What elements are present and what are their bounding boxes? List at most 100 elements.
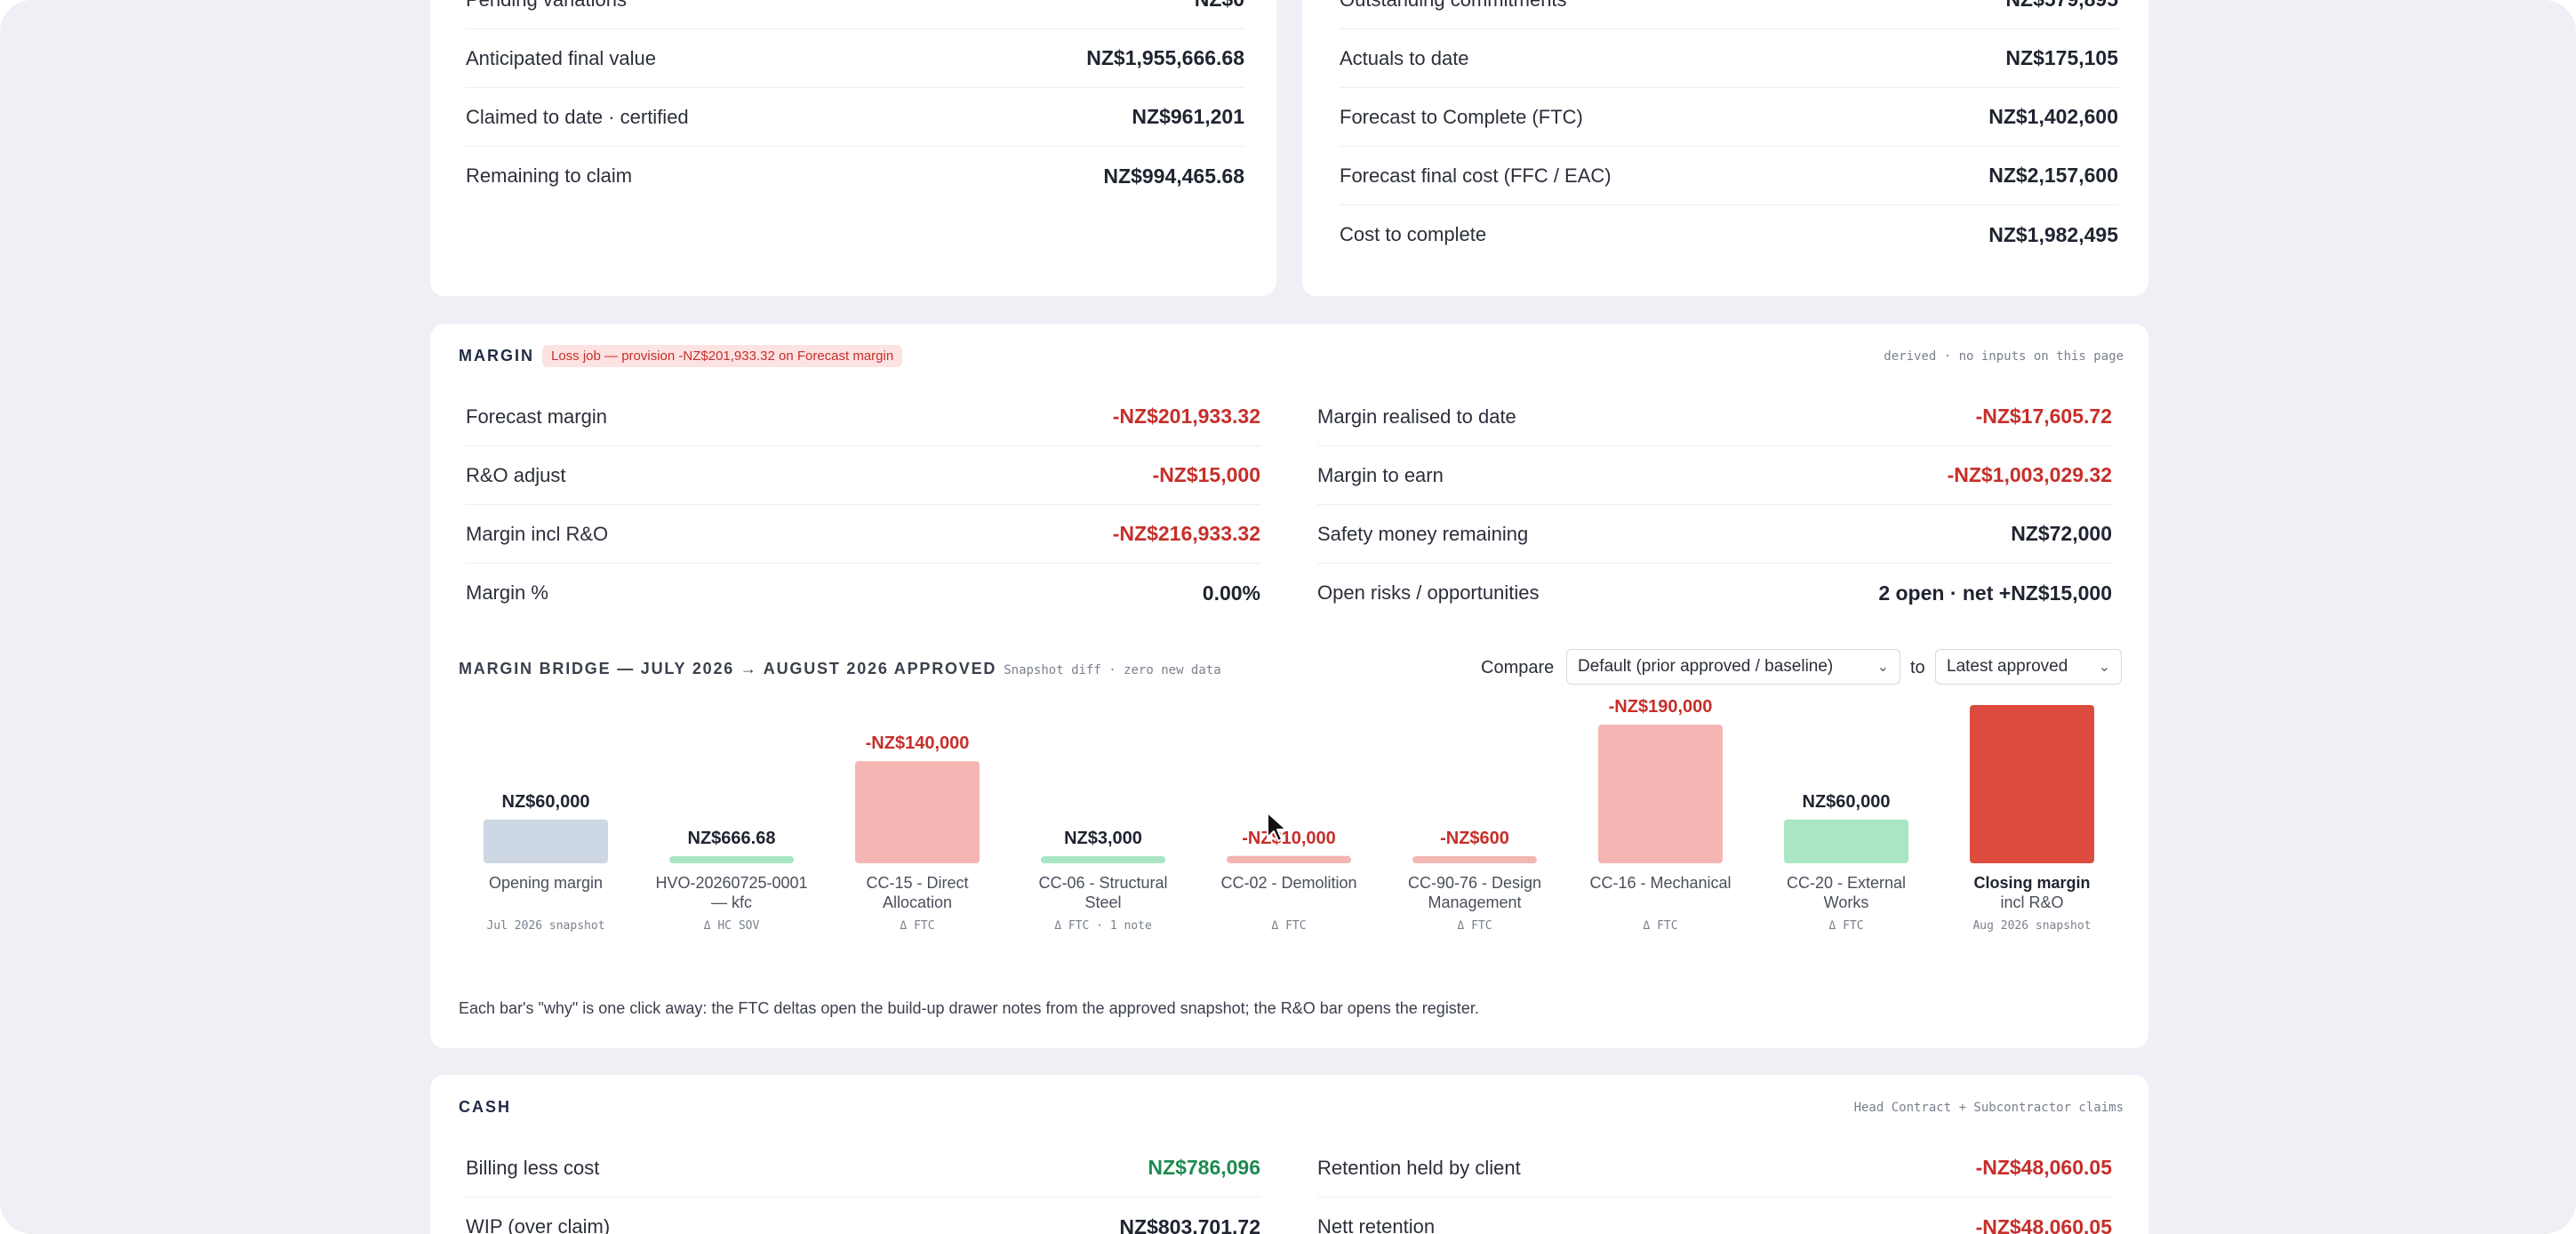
mouse-cursor-icon <box>1267 812 1287 842</box>
bar-category-label: CC-15 - Direct <box>866 874 968 892</box>
margin-card: MARGIN Loss job — provision -NZ$201,933.… <box>430 324 2148 1048</box>
bridge-bar[interactable] <box>1598 725 1723 863</box>
bar-category-label: CC-16 - Mechanical <box>1589 874 1731 892</box>
margin-section-title: MARGIN <box>459 347 534 365</box>
kv-label: Margin % <box>466 581 548 604</box>
chevron-down-icon: ⌄ <box>2098 660 2110 675</box>
kv-row: Outstanding commitments NZ$579,895 <box>1340 0 2118 29</box>
bridge-bar[interactable] <box>1412 856 1537 863</box>
bridge-bar[interactable] <box>1970 705 2094 863</box>
kv-row: Pending variations NZ$0 <box>466 0 1244 29</box>
kv-label: Claimed to date · certified <box>466 105 689 128</box>
kv-value: -NZ$15,000 <box>1152 463 1260 486</box>
kv-value: NZ$72,000 <box>2011 522 2112 545</box>
kv-label: Outstanding commitments <box>1340 0 1567 12</box>
bar-value-label: NZ$60,000 <box>502 792 590 812</box>
bar-sub-label: Δ FTC <box>1457 919 1492 933</box>
kv-label: Cost to complete <box>1340 223 1487 245</box>
kv-value: -NZ$216,933.32 <box>1112 522 1260 545</box>
kv-value: 2 open · net +NZ$15,000 <box>1878 581 2112 605</box>
kv-label: Billing less cost <box>466 1156 600 1179</box>
bar-category-label: Steel <box>1084 893 1121 911</box>
kv-row: Forecast final cost (FFC / EAC) NZ$2,157… <box>1340 147 2118 205</box>
cash-section-title: CASH <box>459 1098 512 1116</box>
kv-label: Open risks / opportunities <box>1317 581 1540 604</box>
kv-value: -NZ$48,060.05 <box>1975 1156 2112 1179</box>
kv-row: Margin to earn -NZ$1,003,029.32 <box>1317 446 2112 505</box>
kv-value: NZ$994,465.68 <box>1103 164 1244 188</box>
bridge-bar[interactable] <box>1227 855 1351 863</box>
bar-sub-label: Δ HC SOV <box>704 919 760 933</box>
kv-row: Margin incl R&O -NZ$216,933.32 <box>466 505 1260 564</box>
kv-label: WIP (over claim) <box>466 1215 611 1234</box>
bridge-bar[interactable] <box>1784 819 1908 863</box>
bar-category-label: Closing margin <box>1973 874 2090 892</box>
bar-category-label: Opening margin <box>489 874 603 892</box>
kv-label: Forecast final cost (FFC / EAC) <box>1340 164 1612 187</box>
kv-value: -NZ$201,933.32 <box>1112 405 1260 428</box>
bar-category-label: Allocation <box>883 893 952 911</box>
kv-label: Margin to earn <box>1317 463 1444 486</box>
chevron-down-icon: ⌄ <box>1876 660 1889 675</box>
kv-row: WIP (over claim) NZ$803,701.72 <box>466 1198 1260 1234</box>
kv-row: Nett retention -NZ$48,060.05 <box>1317 1198 2112 1234</box>
bridge-bar[interactable] <box>484 819 608 863</box>
kv-label: Forecast margin <box>466 405 607 428</box>
bridge-bar[interactable] <box>669 856 794 863</box>
kv-value: NZ$803,701.72 <box>1119 1214 1260 1234</box>
bar-category-label: — kfc <box>711 893 752 911</box>
kv-row: Forecast to Complete (FTC) NZ$1,402,600 <box>1340 88 2118 147</box>
compare-label: Compare <box>1481 658 1555 677</box>
kv-row: Remaining to claim NZ$994,465.68 <box>466 147 1244 205</box>
kv-value: 0.00% <box>1202 581 1260 605</box>
bar-sub-label: Δ FTC <box>1643 919 1677 933</box>
margin-bridge-chart: NZ$60,000 Opening margin Jul 2026 snapshot… <box>484 697 2094 933</box>
bridge-subtitle: Snapshot diff · zero new data <box>1004 663 1221 677</box>
kv-label: Anticipated final value <box>466 46 657 69</box>
bar-category-label: HVO-20260725-0001 <box>655 874 807 892</box>
bar-sub-label: Δ FTC <box>1828 919 1863 933</box>
kv-value: -NZ$1,003,029.32 <box>1947 463 2112 486</box>
bridge-bar[interactable] <box>855 761 980 863</box>
kv-row: Safety money remaining NZ$72,000 <box>1317 505 2112 564</box>
bridge-footnote: Each bar's "why" is one click away: the … <box>459 999 1479 1017</box>
bar-value-label: NZ$60,000 <box>1803 792 1891 812</box>
kv-label: Margin incl R&O <box>466 522 609 545</box>
kv-value: NZ$0 <box>1195 0 1244 12</box>
bridge-title: MARGIN BRIDGE — JULY 2026 → AUGUST 2026 … <box>459 660 1221 678</box>
kv-value: -NZ$17,605.72 <box>1975 405 2112 428</box>
compare-from-value: Default (prior approved / baseline) <box>1578 657 1834 676</box>
kv-value: -NZ$48,060.05 <box>1975 1214 2112 1234</box>
kv-row: Billing less cost NZ$786,096 <box>466 1139 1260 1198</box>
compare-from-select[interactable]: Default (prior approved / baseline) ⌄ <box>1566 649 1900 685</box>
compare-to-select[interactable]: Latest approved ⌄ <box>1935 649 2122 685</box>
bar-value-label: NZ$3,000 <box>1064 829 1142 848</box>
revenue-card: Pending variations NZ$0 Anticipated fina… <box>430 0 1276 296</box>
bar-category-label: CC-90-76 - Design <box>1408 874 1541 892</box>
bar-category-label: CC-20 - External <box>1787 874 1906 892</box>
bar-category-label: CC-02 - Demolition <box>1220 874 1356 892</box>
bridge-bar[interactable] <box>1041 856 1165 863</box>
bar-sub-label: Δ FTC <box>1271 919 1306 933</box>
bar-value-label: -NZ$140,000 <box>866 733 970 753</box>
kv-value: NZ$175,105 <box>2005 46 2118 69</box>
cash-card: CASH Head Contract + Subcontractor claim… <box>430 1075 2148 1234</box>
kv-value: NZ$2,157,600 <box>1988 164 2118 187</box>
compare-to-value: Latest approved <box>1947 657 2068 676</box>
kv-row: Actuals to date NZ$175,105 <box>1340 29 2118 88</box>
kv-value: NZ$1,982,495 <box>1988 222 2118 246</box>
bridge-title-text: MARGIN BRIDGE — JULY 2026 → AUGUST 2026 … <box>459 660 997 677</box>
kv-row: Claimed to date · certified NZ$961,201 <box>466 88 1244 147</box>
loss-job-badge: Loss job — provision -NZ$201,933.32 on F… <box>542 345 903 367</box>
kv-row: Forecast margin -NZ$201,933.32 <box>466 388 1260 446</box>
kv-row: Retention held by client -NZ$48,060.05 <box>1317 1139 2112 1198</box>
kv-label: Actuals to date <box>1340 46 1469 69</box>
cost-card: Outstanding commitments NZ$579,895 Actua… <box>1302 0 2148 296</box>
kv-row: Cost to complete NZ$1,982,495 <box>1340 205 2118 264</box>
kv-value: NZ$579,895 <box>2005 0 2118 12</box>
bar-sub-label: Aug 2026 snapshot <box>1972 919 2091 933</box>
kv-value: NZ$1,402,600 <box>1988 105 2118 128</box>
kv-label: Nett retention <box>1317 1215 1436 1234</box>
bar-category-label: CC-06 - Structural <box>1038 874 1167 892</box>
